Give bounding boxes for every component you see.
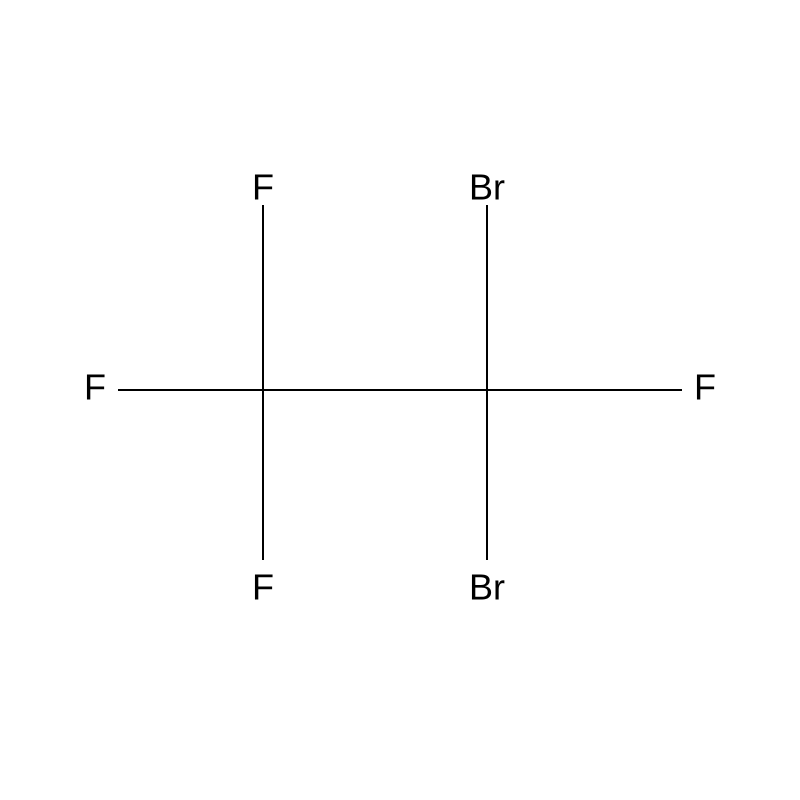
atom-label-Br_bottom: Br xyxy=(469,567,505,608)
atom-label-F_bottom: F xyxy=(252,567,274,608)
atoms-group: F F F Br Br F xyxy=(84,167,716,608)
atom-label-F_right: F xyxy=(694,367,716,408)
molecule-diagram: F F F Br Br F xyxy=(0,0,800,800)
atom-label-F_left: F xyxy=(84,367,106,408)
atom-label-Br_top: Br xyxy=(469,167,505,208)
bonds-group xyxy=(118,205,682,560)
atom-label-F_top: F xyxy=(252,167,274,208)
